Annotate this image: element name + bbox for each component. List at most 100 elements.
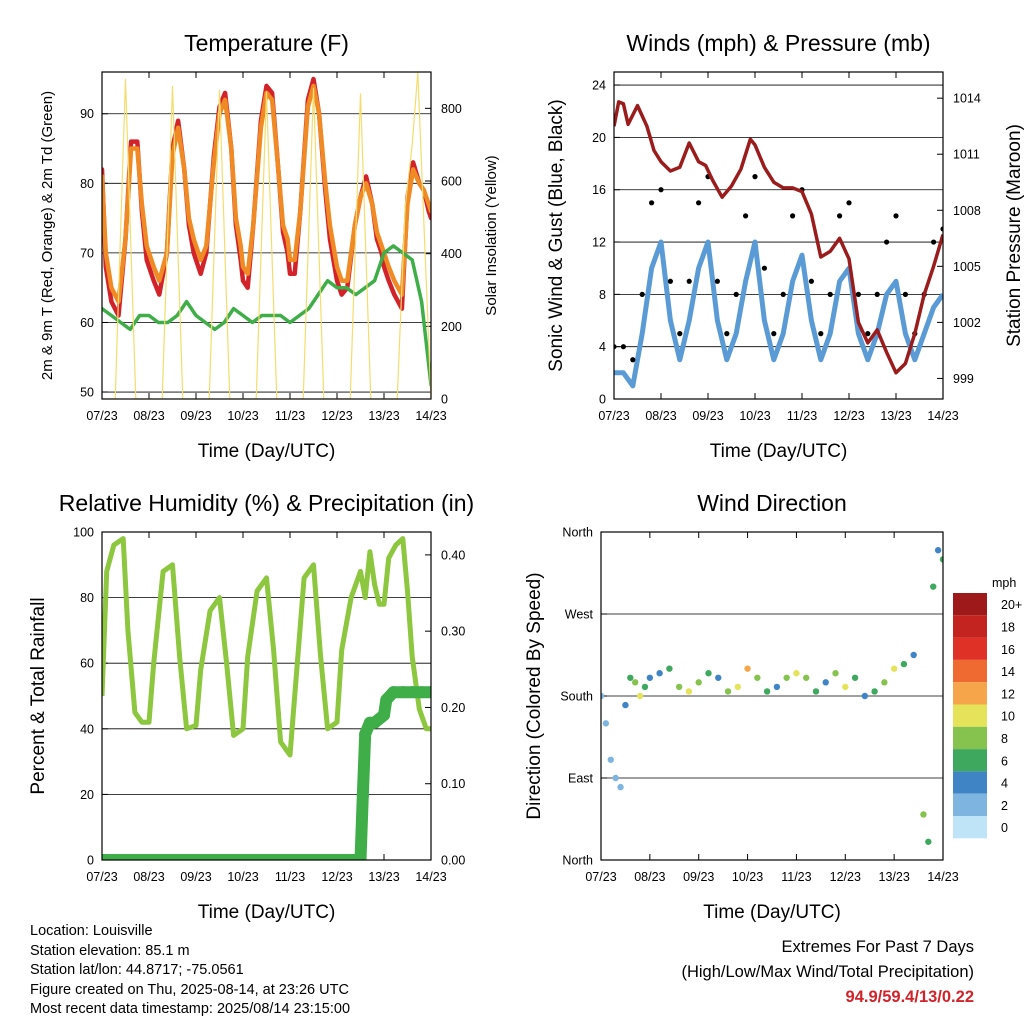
x-tick-label: 09/23 [692,409,723,423]
legend-label: 14 [1001,665,1015,679]
gust-point [865,331,871,337]
plot-area [102,536,431,860]
gust-point [874,291,880,297]
direction-point [930,583,937,590]
y-tick-label: 70 [80,246,94,260]
plot-border [600,531,944,861]
location-text: Location: Louisville [30,923,153,939]
legend-swatch [953,793,987,816]
precip-point [406,686,419,699]
right-tick-label: 0.40 [441,548,465,562]
x-tick-label: 09/23 [683,870,714,884]
x-axis-title: Time (Day/UTC) [198,902,336,923]
direction-point [934,547,942,554]
direction-point [842,683,849,691]
precip-point [356,789,369,802]
direction-point [900,660,908,668]
y-tick-label: South [560,690,593,704]
gust-point [677,331,683,337]
legend-swatch [953,771,987,794]
gust-point [902,291,909,297]
direction-point [783,674,790,681]
x-tick-label: 11/23 [275,870,305,884]
plot-area [601,547,943,845]
direction-point [734,683,741,691]
x-tick-label: 11/23 [787,409,817,423]
direction-point [920,811,927,818]
extremes-subtitle: (High/Low/Max Wind/Total Precipitation) [681,963,974,981]
panel-title: Wind Direction [697,490,847,516]
direction-point [754,674,761,681]
legend-label: 2 [1001,799,1008,813]
right-tick-label: 0.20 [441,701,465,715]
gust-point [752,174,758,180]
precip-point [190,854,202,860]
right-tick-label: 800 [441,102,462,116]
direction-point [666,665,673,672]
x-tick-label: 08/23 [133,409,164,423]
precip-point [237,854,249,860]
legend-label: 12 [1001,687,1015,701]
series-line-t9m [102,83,431,304]
gust-point [837,213,843,219]
plot-border [101,531,432,861]
legend-label: 10 [1001,710,1015,724]
plot-border [101,71,432,400]
right-tick-label: 1005 [953,260,981,274]
direction-point [705,670,712,677]
direction-point [925,838,932,845]
latlon-text: Station lat/lon: 44.8717; -75.0561 [30,962,244,978]
gust-point [931,239,937,245]
y-tick-label: 0 [87,854,94,868]
x-tick-label: 10/23 [732,870,763,884]
y-tick-label: 4 [599,340,606,354]
plot-area [102,72,431,399]
y-tick-label: 40 [80,722,94,736]
gust-point [846,200,852,206]
x-tick-label: 08/23 [634,870,665,884]
plot-area [614,100,943,389]
panel-title: Temperature (F) [184,30,349,56]
x-axis-title: Time (Day/UTC) [703,902,841,923]
direction-point [832,670,839,677]
x-tick-label: 13/23 [368,409,399,423]
legend-swatch [953,726,987,750]
y-tick-label: 60 [80,316,94,330]
y-axis-title: Direction (Colored By Speed) [524,572,545,819]
gust-point [940,226,943,232]
x-tick-label: 14/23 [927,870,958,884]
gust-point [790,213,796,219]
direction-point [675,683,683,691]
y-tick-label: 60 [80,657,94,671]
gust-point [780,291,786,297]
x-tick-label: 12/23 [833,409,864,423]
y-tick-label: 0 [599,393,606,407]
legend-swatch [953,749,987,772]
gust-point [630,357,636,363]
x-tick-label: 10/23 [227,870,258,884]
right-tick-label: 0.00 [441,854,465,868]
y-axis-title: Percent & Total Rainfall [28,597,49,794]
x-tick-label: 12/23 [321,409,352,423]
direction-point [881,679,888,686]
gust-point [639,291,645,297]
legend-swatch [953,593,987,616]
y-tick-label: 8 [599,288,606,302]
y-axis-title: Sonic Wind & Gust (Blue, Black) [546,99,567,371]
direction-point [641,683,649,691]
direction-point [890,665,898,672]
x-tick-label: 11/23 [275,409,305,423]
direction-point [851,674,859,681]
gust-point [743,213,749,219]
station-info: Location: Louisville Station elevation: … [30,922,350,1020]
direction-point [646,674,654,681]
x-tick-label: 07/23 [598,409,629,423]
gust-point [686,278,692,284]
direction-point [763,688,771,695]
y-tick-label: 16 [592,183,606,197]
x-tick-label: 11/23 [781,870,811,884]
x-tick-label: 09/23 [180,870,211,884]
right-tick-label: 1011 [953,148,980,162]
extremes-box: Extremes For Past 7 Days (High/Low/Max W… [681,935,974,1010]
x-tick-label: 10/23 [227,409,258,423]
